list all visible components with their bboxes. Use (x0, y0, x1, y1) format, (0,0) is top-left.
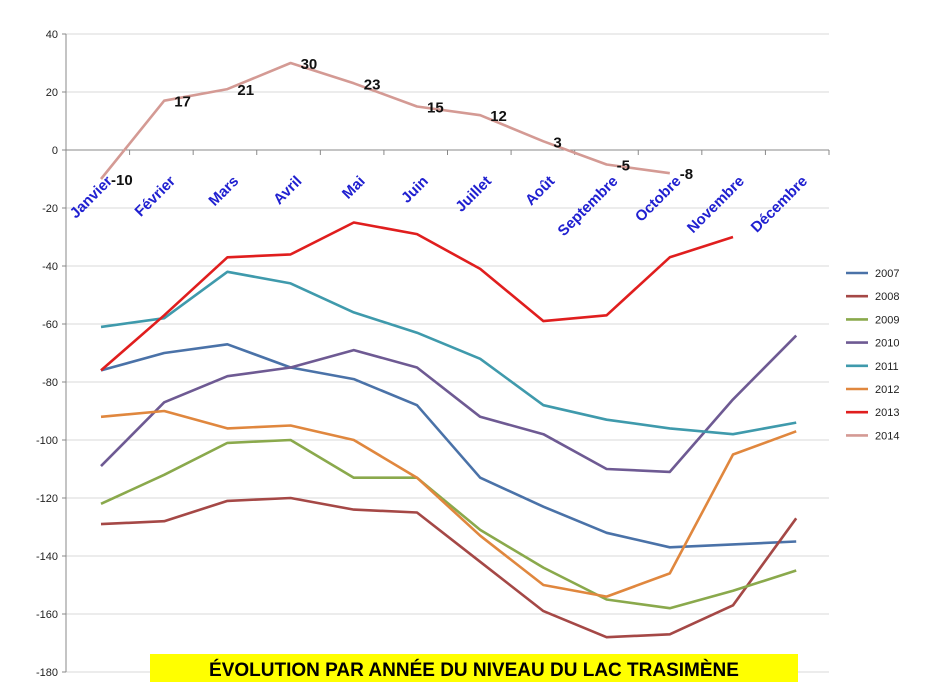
y-tick-label: -80 (42, 377, 58, 389)
title-highlight (150, 654, 798, 682)
y-tick-label: -140 (36, 551, 58, 563)
legend-label: 2012 (875, 384, 899, 396)
y-tick-label: -180 (36, 667, 58, 679)
gridlines (66, 33, 829, 673)
y-axis: 40 20 0 -20 -40 -60 -80 -100 -120 -140 -160 -180 (36, 29, 830, 679)
series-line-2008 (100, 496, 798, 639)
data-label: 3 (553, 134, 561, 151)
legend-label: 2008 (875, 291, 899, 303)
legend-label: 2014 (875, 430, 899, 442)
series-lines (99, 61, 798, 639)
y-tick-label: -100 (36, 435, 58, 447)
chart-title: ÉVOLUTION PAR ANNÉE DU NIVEAU DU LAC TRA… (150, 654, 798, 682)
data-label: -10 (111, 172, 133, 189)
data-label: 12 (490, 108, 507, 125)
legend-label: 2010 (875, 338, 899, 350)
series-line-2011 (100, 270, 797, 436)
y-tick-label: 40 (46, 29, 58, 41)
data-label: 17 (174, 94, 191, 111)
data-label: -5 (617, 158, 630, 175)
month-label: Janvier (67, 173, 116, 222)
month-label: Mai (339, 173, 369, 203)
y-tick-label: -40 (42, 261, 58, 273)
legend: 2007 2008 2009 2010 2011 2012 2013 2014 (846, 268, 899, 442)
legend-label: 2011 (875, 361, 899, 373)
month-label: Avril (270, 173, 305, 208)
y-tick-label: -160 (36, 609, 58, 621)
month-label: Octobre (632, 173, 685, 226)
legend-label: 2007 (875, 268, 899, 280)
series-line-2007 (100, 342, 797, 549)
month-label: Juin (398, 173, 432, 207)
series-line-2010 (100, 334, 798, 474)
chart-title-text: ÉVOLUTION PAR ANNÉE DU NIVEAU DU LAC TRA… (209, 659, 739, 681)
series-line-2013 (100, 221, 734, 372)
month-label: Février (132, 173, 180, 221)
y-tick-label: -120 (36, 493, 58, 505)
month-label: Mars (205, 173, 242, 210)
month-label: Août (522, 173, 558, 209)
y-tick-label: 0 (52, 145, 58, 157)
month-label: Décembre (748, 173, 811, 236)
series-line-2009 (100, 438, 797, 610)
data-label: 23 (364, 76, 381, 93)
data-label: 15 (427, 100, 444, 117)
x-axis-labels: Janvier Février Mars Avril Mai Juin Juillet Aoû… (67, 173, 811, 240)
series-line-2012 (100, 409, 797, 598)
data-label: -8 (680, 166, 693, 183)
y-tick-label: 20 (46, 87, 58, 99)
month-label: Novembre (684, 173, 748, 237)
data-labels: -10 17 21 30 23 15 12 3 -5 -8 (111, 56, 693, 189)
y-tick-label: -60 (42, 319, 58, 331)
legend-label: 2009 (875, 314, 899, 326)
data-label: 21 (237, 82, 254, 99)
series-line-2014 (99, 61, 670, 180)
legend-label: 2013 (875, 407, 899, 419)
month-label: Septembre (555, 173, 622, 240)
data-label: 30 (301, 56, 318, 73)
y-tick-label: -20 (42, 203, 58, 215)
month-label: Juillet (452, 173, 495, 216)
